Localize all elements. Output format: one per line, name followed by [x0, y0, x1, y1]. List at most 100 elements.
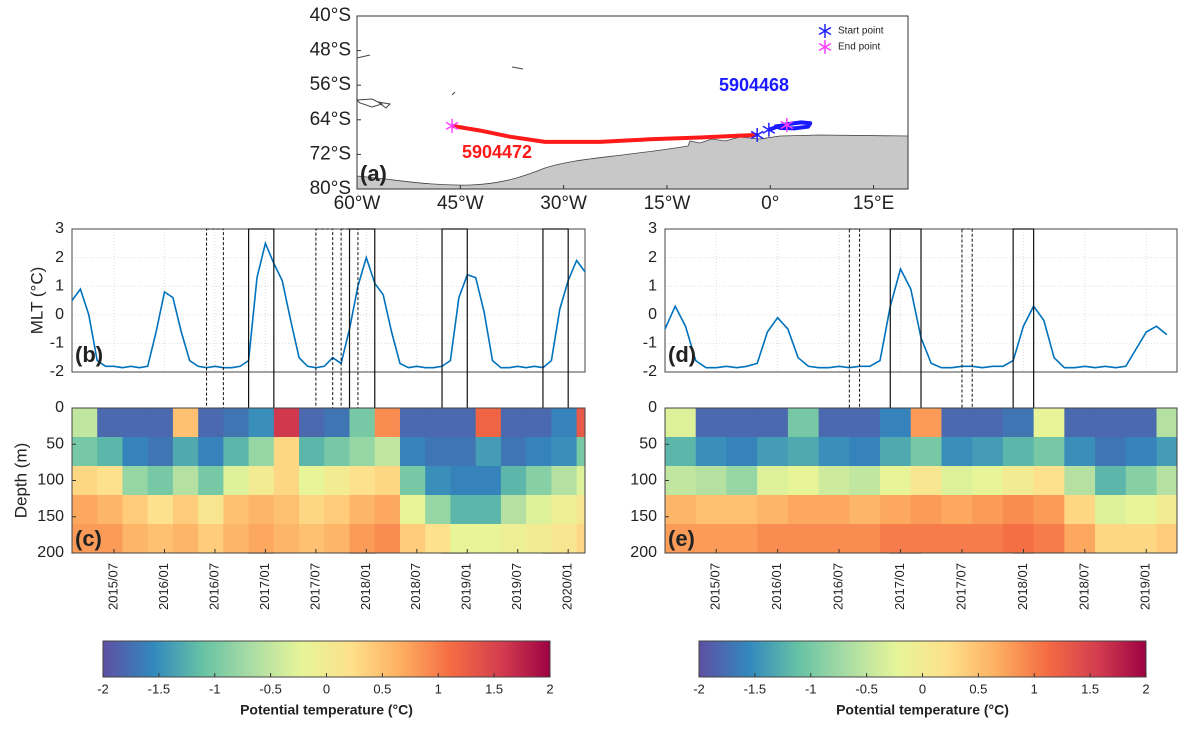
heat-cell [695, 495, 727, 525]
heat-cell [972, 524, 1004, 554]
heat-cell [248, 524, 275, 554]
heat-cell [248, 408, 275, 438]
x-tick-label: 15°E [853, 193, 894, 214]
heat-cell [299, 495, 325, 525]
track-endpoint [750, 127, 764, 142]
heat-cell [526, 466, 552, 496]
x-tick-label: 15°W [644, 193, 691, 214]
heat-cell [374, 437, 401, 467]
colorbar-tick-label: 1.5 [485, 681, 503, 696]
y-tick-label: -2 [50, 363, 64, 380]
heat-cell [695, 437, 727, 467]
heat-cell [349, 437, 376, 467]
heat-cell [972, 495, 1004, 525]
heat-cell [147, 524, 174, 554]
colorbar-label: Potential temperature (°C) [240, 702, 413, 718]
heat-cell [849, 408, 881, 438]
x-tick-label: 2019/01 [459, 563, 474, 610]
track-endpoint [818, 24, 832, 38]
panel-label: (a) [360, 161, 387, 186]
heat-cell [526, 495, 552, 525]
heat-cell [1064, 437, 1096, 467]
y-tick-label: 0 [55, 399, 64, 416]
heat-cell [97, 495, 123, 525]
heat-cell [97, 524, 123, 554]
heat-cell [880, 408, 912, 438]
heat-cell [500, 495, 527, 525]
heat-cell [1156, 524, 1178, 554]
colorbar-tick-label: -2 [693, 681, 705, 696]
heat-cell [818, 408, 850, 438]
heat-cell [1095, 466, 1127, 496]
heat-cell [1156, 408, 1178, 438]
heat-cell [475, 524, 502, 554]
x-tick-label: 2015/07 [105, 563, 120, 610]
heat-cell [726, 524, 758, 554]
y-tick-label: 100 [37, 472, 64, 489]
heat-cell [122, 408, 149, 438]
heat-cell [551, 437, 578, 467]
x-tick-label: 2016/01 [769, 563, 784, 610]
heat-cell [72, 408, 98, 438]
heat-cell [880, 437, 912, 467]
heat-cell [576, 466, 586, 496]
heat-cell [849, 437, 881, 467]
heat-cell [576, 524, 586, 554]
heat-cell [198, 524, 224, 554]
y-tick-label: -1 [50, 335, 64, 352]
heat-cell [972, 408, 1004, 438]
heat-cell [475, 495, 502, 525]
heat-cell [399, 524, 426, 554]
x-tick-label: 2017/01 [257, 563, 272, 610]
heat-cell [273, 437, 300, 467]
heat-cell [475, 437, 502, 467]
y-tick-label: -2 [643, 363, 657, 380]
x-tick-label: 2016/07 [206, 563, 221, 610]
heat-cell [172, 524, 199, 554]
heat-cell [450, 495, 477, 525]
y-tick-label: 100 [630, 472, 657, 489]
heat-cell [1125, 408, 1158, 438]
heat-cell [172, 408, 199, 438]
heat-cell [324, 437, 351, 467]
heat-cell [757, 466, 789, 496]
x-tick-label: 2017/01 [892, 563, 907, 610]
heat-cell [198, 437, 224, 467]
x-tick-label: 2016/07 [831, 563, 846, 610]
y-tick-label: 200 [630, 544, 657, 561]
heat-cell [223, 524, 250, 554]
star-stroke [818, 42, 832, 52]
star-stroke [780, 120, 794, 130]
axes-frame [664, 407, 1178, 554]
heat-cell [972, 437, 1004, 467]
heat-cell [1033, 408, 1065, 438]
heat-cell [72, 495, 98, 525]
colorbar-tick-label: 1 [1031, 681, 1038, 696]
heat-cell [299, 466, 325, 496]
heat-cell [223, 437, 250, 467]
heat-cell [1002, 437, 1035, 467]
heat-cell [1095, 408, 1127, 438]
heat-cell [818, 437, 850, 467]
heat-cell [1064, 524, 1096, 554]
heat-cell [1033, 466, 1065, 496]
heat-cell [726, 466, 758, 496]
heat-cell [551, 495, 578, 525]
track-endpoint [762, 122, 776, 137]
heat-cell [757, 495, 789, 525]
colorbar-tick-label: 0.5 [373, 681, 391, 696]
y-tick-label: 80°S [310, 178, 351, 199]
heat-cell [299, 408, 325, 438]
y-tick-label: 0 [648, 306, 657, 323]
heat-cell [576, 408, 586, 438]
heat-cell [1156, 495, 1178, 525]
heat-cell [122, 524, 149, 554]
map-frame [356, 15, 909, 190]
heat-cell [787, 408, 820, 438]
heat-cell [500, 408, 527, 438]
heat-cell [374, 408, 401, 438]
heat-cell [349, 495, 376, 525]
heat-cell [551, 408, 578, 438]
heat-cell [324, 466, 351, 496]
heat-cell [880, 466, 912, 496]
